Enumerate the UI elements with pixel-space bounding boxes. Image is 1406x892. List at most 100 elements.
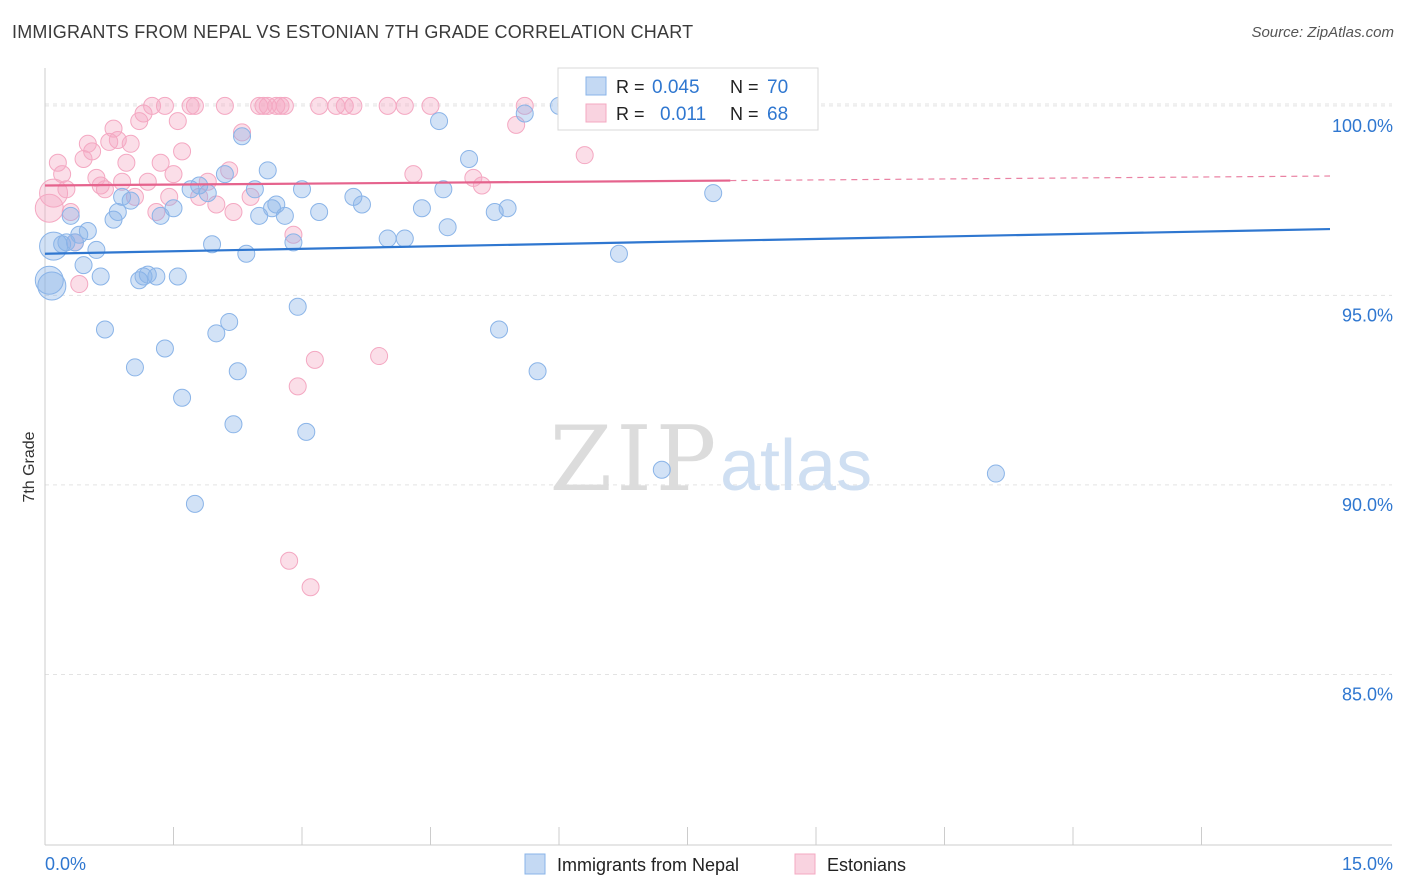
legend-r-label-estonians: R = (616, 104, 645, 124)
legend-swatch-nepal (585, 76, 607, 96)
point-estonians (61, 203, 80, 222)
trend-lines (44, 175, 1331, 255)
legend-swatch-estonians (585, 103, 607, 123)
point-estonians (215, 96, 234, 115)
point-nepal (228, 362, 247, 381)
point-nepal (168, 267, 187, 286)
point-nepal (91, 267, 110, 286)
point-nepal (297, 422, 316, 441)
trend-line-nepal (44, 227, 1331, 255)
y-tick-label: 90.0% (1342, 495, 1393, 515)
point-estonians (104, 119, 123, 138)
legend-r-value-nepal: 0.045 (652, 77, 700, 98)
x-tick-label-min: 0.0% (45, 854, 86, 874)
point-nepal (203, 235, 222, 254)
point-estonians (378, 96, 397, 115)
source-label: Source: ZipAtlas.com (1251, 24, 1394, 41)
point-nepal (220, 312, 239, 331)
point-nepal (155, 339, 174, 358)
y-tick-label: 100.0% (1332, 116, 1393, 136)
point-nepal (224, 415, 243, 434)
point-estonians (143, 96, 162, 115)
point-estonians (224, 203, 243, 222)
point-estonians (113, 172, 132, 191)
point-estonians (160, 187, 179, 206)
point-nepal (288, 297, 307, 316)
point-nepal (528, 362, 547, 381)
point-nepal (490, 320, 509, 339)
point-estonians (284, 225, 303, 244)
point-estonians (121, 134, 140, 153)
point-nepal (61, 206, 80, 225)
point-nepal (87, 240, 106, 259)
point-nepal (74, 256, 93, 275)
point-nepal (986, 464, 1005, 483)
legend-n-label-nepal: N = (730, 77, 759, 97)
point-estonians (233, 123, 252, 142)
point-nepal (652, 460, 671, 479)
point-nepal (125, 358, 144, 377)
point-estonians (185, 96, 204, 115)
chart-title: IMMIGRANTS FROM NEPAL VS ESTONIAN 7TH GR… (12, 22, 694, 42)
point-estonians (138, 172, 157, 191)
legend-item-estonians-label: Estonians (827, 855, 906, 875)
legend-n-value-estonians: 68 (767, 104, 788, 125)
point-estonians (164, 165, 183, 184)
point-estonians (181, 96, 200, 115)
y-axis-label: 7th Grade (21, 431, 38, 502)
point-nepal (34, 265, 64, 295)
point-estonians (344, 96, 363, 115)
stats-legend: R = 0.045 N = 70 R = 0.011 N = 68 (557, 67, 819, 131)
point-estonians (53, 165, 72, 184)
point-nepal (233, 127, 252, 146)
point-estonians (173, 142, 192, 161)
point-nepal (95, 320, 114, 339)
point-estonians (305, 350, 324, 369)
axes (44, 68, 1392, 846)
point-nepal (310, 203, 329, 222)
point-nepal (352, 195, 371, 214)
point-nepal (215, 165, 234, 184)
y-tick-label: 85.0% (1342, 684, 1393, 704)
point-nepal (198, 184, 217, 203)
point-estonians (48, 153, 67, 172)
point-nepal (164, 199, 183, 218)
point-estonians (83, 142, 102, 161)
point-nepal (515, 104, 534, 123)
point-estonians (472, 176, 491, 195)
y-tick-labels: 100.0% 95.0% 90.0% 85.0% (1332, 116, 1393, 705)
point-estonians (57, 180, 76, 199)
trend-line-estonians (44, 179, 731, 187)
legend-item-nepal-swatch (524, 853, 546, 875)
point-nepal (258, 161, 277, 180)
point-nepal (185, 494, 204, 513)
legend-r-label-nepal: R = (616, 77, 645, 97)
point-nepal (173, 388, 192, 407)
point-nepal (237, 244, 256, 263)
series-legend: Immigrants from Nepal Estonians (524, 853, 906, 875)
legend-item-estonians-swatch (794, 853, 816, 875)
point-nepal (438, 218, 457, 237)
point-estonians (288, 377, 307, 396)
watermark: ZIP atlas (550, 407, 872, 512)
point-nepal (37, 271, 67, 301)
point-estonians (280, 551, 299, 570)
point-estonians (370, 347, 389, 366)
legend-r-value-estonians: 0.011 (660, 104, 706, 125)
point-estonians (515, 96, 534, 115)
point-estonians (395, 96, 414, 115)
x-tick-label-max: 15.0% (1342, 854, 1393, 874)
point-estonians (95, 180, 114, 199)
point-nepal (275, 206, 294, 225)
point-nepal (498, 199, 517, 218)
point-nepal (70, 225, 89, 244)
point-nepal (147, 267, 166, 286)
point-nepal (434, 180, 453, 199)
point-estonians (168, 112, 187, 131)
point-nepal (207, 324, 226, 343)
point-nepal (378, 229, 397, 248)
series-estonians-points (34, 96, 731, 597)
watermark-atlas: atlas (720, 426, 872, 506)
point-estonians (310, 96, 329, 115)
